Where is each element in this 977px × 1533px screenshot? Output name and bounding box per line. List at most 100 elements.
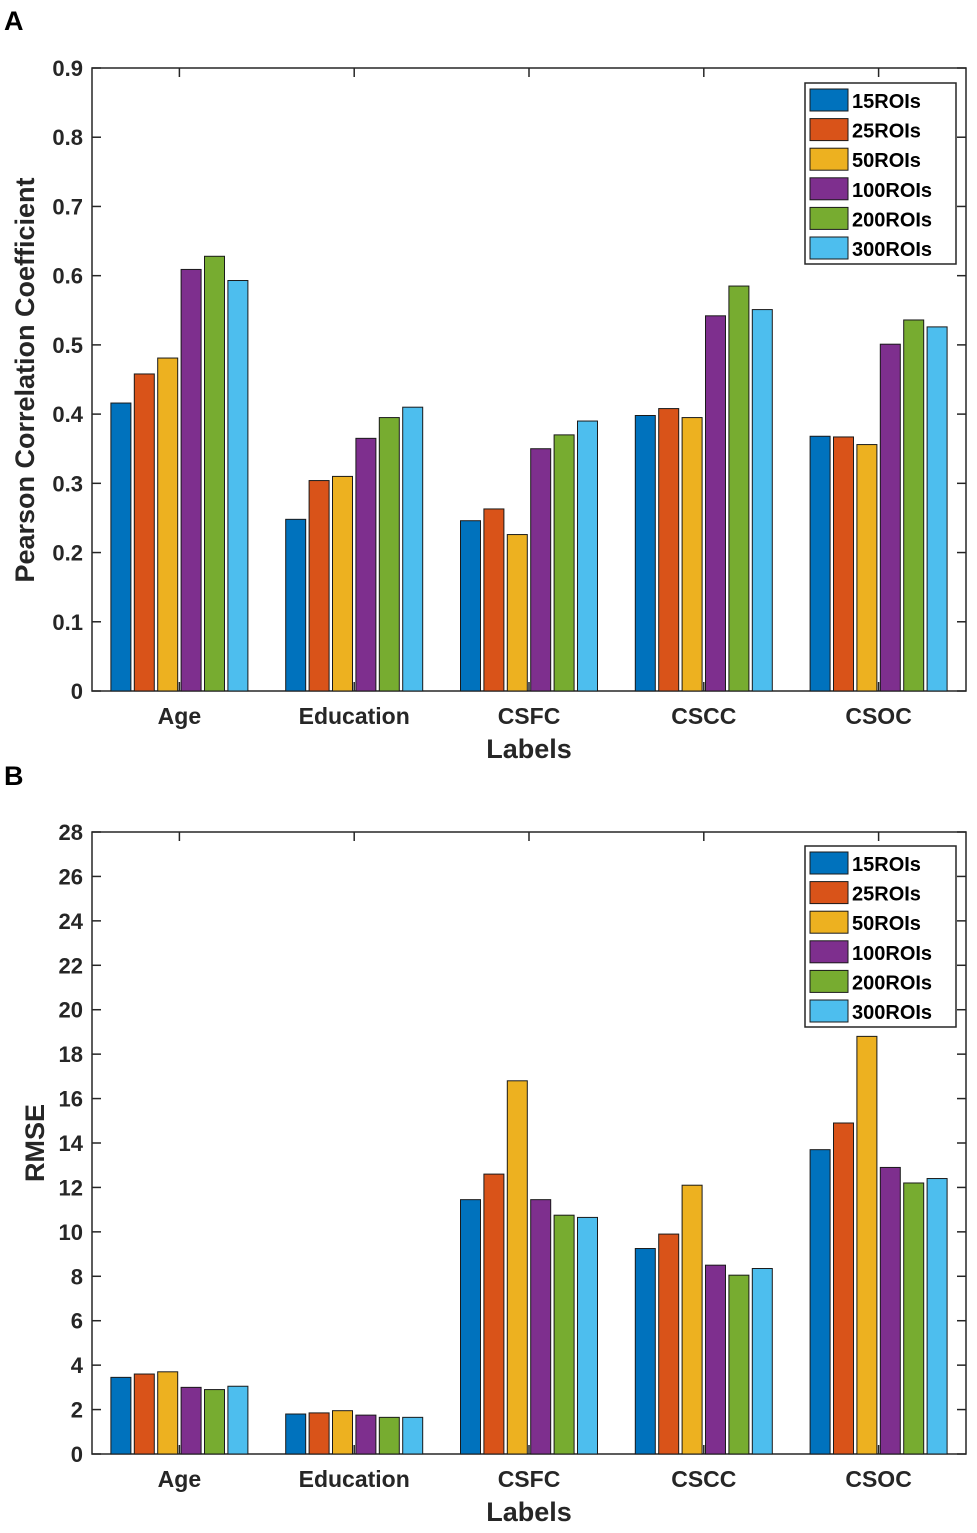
bar-100rois-cscc [705, 1264, 726, 1455]
legend-label-50rois: 50ROIs [852, 913, 921, 935]
y-tick-label: 24 [59, 909, 84, 934]
bar-100rois-csfc [530, 448, 552, 692]
legend-swatch-15rois [809, 851, 849, 875]
legend-swatch-50rois [809, 910, 849, 934]
bar-100rois-age [180, 1386, 202, 1455]
bar-200rois-cscc [728, 1274, 750, 1455]
y-tick-label: 6 [71, 1309, 83, 1334]
legend-swatch-100rois [809, 177, 849, 201]
bar-100rois-csfc [530, 1199, 552, 1455]
bar-200rois-education [378, 1416, 400, 1455]
bar-300rois-education [402, 1416, 424, 1455]
x-category-label: Education [299, 703, 410, 729]
y-tick-label: 0 [71, 1442, 83, 1467]
bar-100rois-cscc [705, 315, 726, 692]
bar-200rois-csfc [553, 1214, 575, 1455]
bar-200rois-education [378, 417, 400, 692]
legend-label-25rois: 25ROIs [852, 121, 921, 143]
y-tick-label: 2 [71, 1398, 83, 1423]
bar-15rois-cscc [634, 1248, 656, 1455]
bar-100rois-education [355, 437, 377, 692]
bar-25rois-age [133, 1373, 155, 1455]
bar-25rois-csoc [833, 436, 854, 692]
bar-300rois-cscc [751, 309, 773, 692]
bar-15rois-csfc [460, 520, 481, 692]
bar-25rois-age [133, 373, 155, 692]
x-category-label: CSCC [671, 1466, 736, 1492]
legend-swatch-300rois [809, 236, 849, 260]
bar-15rois-education [285, 518, 307, 692]
bar-300rois-age [227, 280, 249, 692]
bar-300rois-cscc [751, 1268, 773, 1455]
bar-50rois-csfc [506, 534, 528, 692]
bar-50rois-education [332, 1410, 353, 1455]
y-tick-label: 0 [71, 679, 83, 704]
y-tick-label: 0.9 [52, 56, 83, 81]
bar-50rois-age [157, 1371, 179, 1455]
bar-100rois-csoc [879, 1166, 901, 1455]
legend-swatch-100rois [809, 940, 849, 964]
y-tick-label: 12 [59, 1175, 83, 1200]
legend: 15ROIs 25ROIs 50ROIs 100ROIs 200ROIs 300ROIs [804, 82, 957, 265]
legend-label-300rois: 300ROIs [852, 239, 932, 261]
bar-300rois-csfc [577, 420, 598, 692]
bar-200rois-csfc [553, 434, 575, 692]
bar-25rois-csfc [483, 508, 505, 692]
y-tick-label: 26 [59, 864, 83, 889]
y-tick-label: 22 [59, 953, 83, 978]
bar-100rois-csoc [879, 343, 901, 692]
bar-50rois-csoc [856, 444, 878, 692]
x-axis-title: Labels [486, 1497, 572, 1527]
bar-25rois-education [308, 480, 330, 692]
bar-25rois-cscc [658, 1233, 680, 1455]
bar-25rois-education [308, 1412, 330, 1455]
bar-15rois-csfc [460, 1199, 481, 1455]
bar-200rois-age [204, 255, 225, 692]
legend: 15ROIs 25ROIs 50ROIs 100ROIs 200ROIs 300ROIs [804, 845, 957, 1028]
x-category-label: CSOC [845, 1466, 911, 1492]
panel-letter: A [4, 6, 24, 36]
bar-300rois-csoc [926, 1178, 948, 1455]
bar-15rois-age [110, 402, 132, 692]
y-tick-label: 8 [71, 1264, 83, 1289]
panel-letter: B [4, 761, 24, 791]
bar-15rois-age [110, 1376, 132, 1455]
x-axis-title: Labels [486, 734, 572, 764]
y-tick-label: 0.6 [52, 264, 83, 289]
legend-label-200rois: 200ROIs [852, 972, 932, 994]
legend-label-200rois: 200ROIs [852, 209, 932, 231]
legend-swatch-25rois [809, 118, 849, 142]
x-category-label: CSFC [498, 1466, 561, 1492]
y-tick-label: 0.7 [52, 194, 83, 219]
bar-50rois-csfc [506, 1080, 528, 1455]
y-tick-label: 20 [59, 998, 83, 1023]
x-category-label: CSOC [845, 703, 911, 729]
legend-label-100rois: 100ROIs [852, 180, 932, 202]
bar-25rois-csoc [833, 1122, 854, 1455]
bar-25rois-cscc [658, 408, 680, 692]
bar-50rois-age [157, 357, 179, 692]
y-tick-label: 28 [59, 820, 83, 845]
x-category-label: Age [158, 1466, 201, 1492]
y-tick-label: 4 [71, 1353, 84, 1378]
bar-50rois-csoc [856, 1035, 878, 1455]
y-tick-label: 0.1 [52, 610, 83, 635]
y-tick-label: 18 [59, 1042, 83, 1067]
x-category-label: CSCC [671, 703, 736, 729]
legend-label-15rois: 15ROIs [852, 91, 921, 113]
bar-25rois-csfc [483, 1173, 505, 1455]
x-category-label: CSFC [498, 703, 561, 729]
bar-300rois-csfc [577, 1216, 598, 1455]
bar-300rois-education [402, 406, 424, 692]
y-tick-label: 10 [59, 1220, 83, 1245]
legend-label-25rois: 25ROIs [852, 884, 921, 906]
legend-label-300rois: 300ROIs [852, 1002, 932, 1024]
legend-swatch-25rois [809, 881, 849, 905]
legend-label-100rois: 100ROIs [852, 943, 932, 965]
bar-300rois-csoc [926, 326, 948, 692]
bar-300rois-age [227, 1385, 249, 1455]
legend-label-15rois: 15ROIs [852, 854, 921, 876]
bar-50rois-education [332, 475, 353, 692]
bar-15rois-csoc [809, 435, 831, 692]
